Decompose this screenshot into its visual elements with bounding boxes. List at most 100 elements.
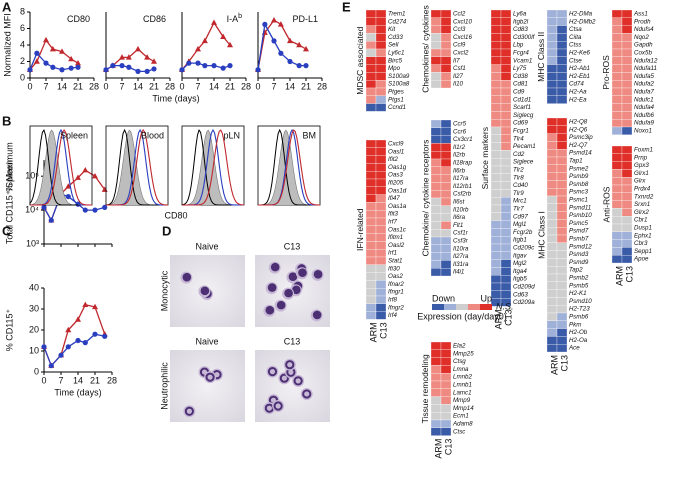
heat-cell — [375, 33, 387, 42]
heat-cell — [556, 258, 568, 267]
heat-cell — [611, 223, 623, 232]
heat-cell — [611, 231, 623, 240]
y-tick-label: 30 — [29, 303, 39, 313]
heat-cell — [430, 260, 442, 269]
heat-cell — [365, 225, 377, 234]
gene-label: Cxcl9 — [388, 141, 404, 148]
nucleus — [292, 285, 301, 295]
column-label: ARM — [433, 439, 443, 459]
heat-cell — [500, 228, 512, 237]
heat-cell — [556, 56, 568, 65]
heat-cell — [490, 181, 502, 190]
histogram-label: Blood — [141, 130, 164, 140]
heat-cell — [611, 56, 623, 65]
heat-cell — [556, 211, 568, 220]
heat-cell — [621, 64, 633, 73]
histogram-c13 — [258, 129, 321, 206]
heat-cell — [546, 25, 558, 34]
heat-cell — [500, 17, 512, 26]
heat-cell — [365, 194, 377, 203]
heat-cell — [375, 186, 387, 195]
block-title: Pro-ROS — [601, 55, 611, 90]
point — [277, 21, 284, 27]
heat-cell — [440, 419, 452, 428]
heat-cell — [490, 103, 502, 112]
heat-cell — [440, 182, 452, 191]
gene-label: Kit — [388, 26, 396, 33]
x-tick-label: 0 — [103, 81, 108, 91]
heat-cell — [500, 95, 512, 104]
gene-label: Psmc1 — [569, 197, 588, 204]
heat-cell — [500, 282, 512, 291]
heat-cell — [440, 197, 452, 206]
gene-label: Psmd12 — [569, 243, 592, 250]
legend-swatch — [456, 304, 468, 310]
point — [49, 45, 56, 52]
heat-cell — [556, 9, 568, 18]
gene-label: Ccl9 — [453, 42, 466, 49]
heat-cell — [440, 64, 452, 73]
heat-cell — [375, 80, 387, 89]
x-tick-label: 7 — [119, 81, 124, 91]
heat-cell — [500, 197, 512, 206]
heat-cell — [500, 126, 512, 135]
gene-label: Ndufa9 — [634, 120, 655, 127]
point — [92, 207, 98, 213]
gene-label: Cd74 — [569, 81, 584, 88]
chart-title: CD80 — [67, 14, 90, 24]
heat-cell — [440, 412, 452, 421]
heat-cell — [621, 184, 633, 193]
micrograph-column: Naive — [195, 241, 218, 251]
gene-label: Oas1a — [388, 203, 407, 210]
gene-label: H2-Ob — [569, 329, 588, 336]
point — [119, 63, 125, 69]
heat-cell — [375, 303, 387, 312]
point — [271, 17, 277, 23]
point — [58, 352, 64, 358]
gene-label: Ctse — [569, 57, 582, 64]
heat-cell — [546, 95, 558, 104]
y-tick-label: 6 — [20, 23, 25, 33]
gene-label: H2-K1 — [569, 290, 587, 297]
nucleus — [302, 389, 312, 399]
heat-cell — [500, 150, 512, 159]
point — [227, 41, 233, 48]
legend-ns: N.S. — [496, 301, 514, 311]
gene-label: Cd9 — [513, 89, 525, 96]
gene-label: Cbr3 — [634, 240, 648, 247]
y-tick-label: 0 — [34, 366, 39, 376]
heat-cell — [375, 280, 387, 289]
gene-label: Psmb7 — [569, 236, 589, 243]
heat-cell — [556, 234, 568, 243]
chart-title: CD86 — [143, 14, 166, 24]
heat-cell — [375, 217, 387, 226]
heat-cell — [440, 80, 452, 89]
gene-label: Siglece — [513, 159, 534, 166]
y-tick-label: 4 — [20, 39, 25, 49]
heat-cell — [611, 80, 623, 89]
point — [82, 167, 89, 173]
heat-cell — [621, 119, 633, 128]
heat-cell — [430, 341, 442, 350]
gene-label: Psmb5 — [569, 282, 589, 289]
heat-cell — [365, 155, 377, 164]
heat-cell — [490, 119, 502, 128]
heat-cell — [440, 349, 452, 358]
heat-cell — [546, 266, 558, 275]
heat-cell — [365, 9, 377, 18]
point — [126, 64, 132, 70]
gene-label: Cd274 — [388, 18, 407, 25]
heat-cell — [365, 186, 377, 195]
gene-label: H2-DMb2 — [569, 18, 596, 25]
heat-cell — [490, 33, 502, 42]
block-title: IFN-related — [355, 208, 365, 251]
heat-cell — [365, 272, 377, 281]
gene-label: Prodh — [634, 18, 651, 25]
block-title: MHC Class I — [536, 211, 546, 259]
heat-cell — [375, 64, 387, 73]
x-tick-label: 0 — [27, 81, 32, 91]
heat-cell — [365, 264, 377, 273]
heat-cell — [430, 48, 442, 57]
heat-cell — [490, 48, 502, 57]
heat-cell — [546, 156, 558, 165]
